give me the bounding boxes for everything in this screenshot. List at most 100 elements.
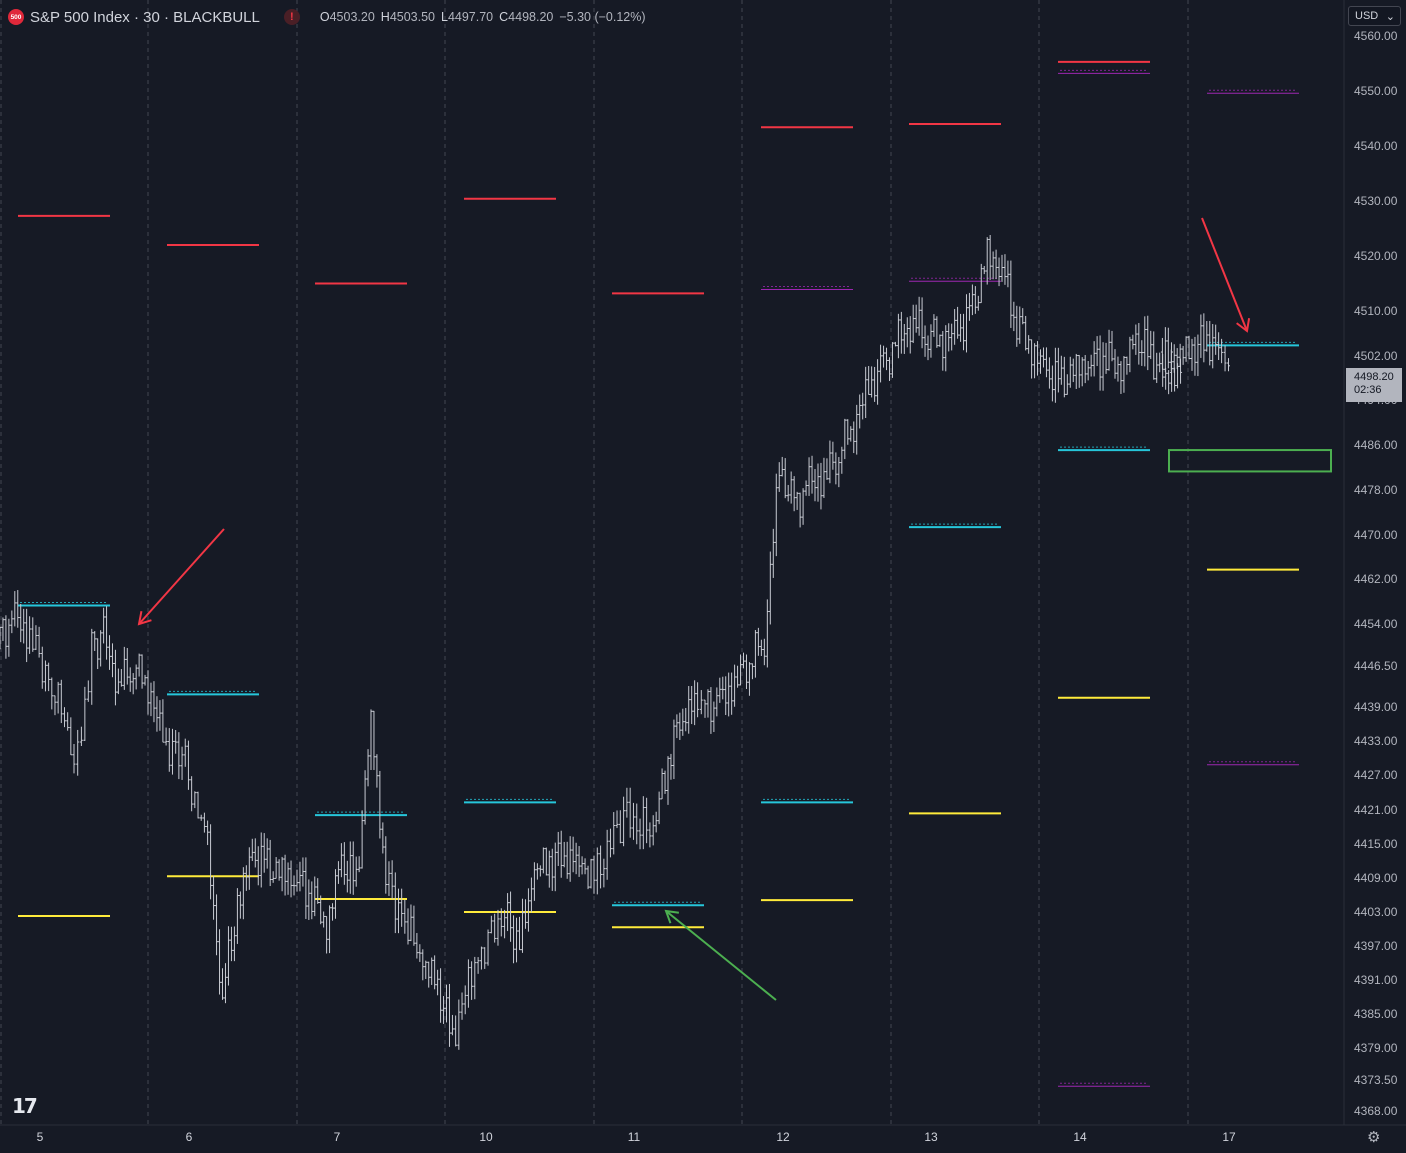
price-bar: [595, 847, 599, 895]
price-bar: [1172, 344, 1176, 373]
price-bar: [460, 992, 464, 1020]
price-bar: [295, 869, 299, 892]
close-value: 4498.20: [508, 10, 554, 24]
price-bar: [1044, 347, 1048, 378]
price-tick-label: 4427.00: [1354, 768, 1398, 782]
arrow-shaft: [665, 910, 777, 1001]
bullish-arrow: [664, 909, 777, 1001]
price-bar: [657, 791, 661, 825]
price-bar: [762, 638, 766, 666]
currency-button[interactable]: USD ⌄: [1348, 6, 1401, 26]
price-bar: [890, 342, 894, 378]
price-bar: [792, 476, 796, 512]
price-bar: [223, 963, 227, 1004]
price-bar: [855, 404, 859, 455]
price-bar: [28, 616, 32, 654]
price-bar: [911, 304, 915, 343]
price-bar: [1208, 320, 1212, 366]
price-bar: [718, 677, 722, 703]
price-bar: [1187, 335, 1191, 360]
price-bar: [967, 292, 971, 321]
price-bar: [1027, 335, 1031, 354]
price-bar: [466, 959, 470, 1008]
price-bar: [336, 861, 340, 884]
time-tick-label: 14: [1073, 1130, 1087, 1144]
price-bar: [1169, 349, 1173, 372]
price-bar: [1110, 330, 1114, 362]
price-bar: [759, 639, 763, 656]
gear-icon[interactable]: ⚙: [1367, 1129, 1381, 1146]
price-bar: [1214, 324, 1218, 355]
price-bar: [215, 894, 219, 956]
price-bar: [7, 618, 11, 657]
price-tick-label: 4368.00: [1354, 1104, 1398, 1118]
price-bar: [932, 314, 936, 337]
price-bar: [941, 331, 945, 371]
chevron-down-icon: ⌄: [1385, 10, 1395, 23]
time-tick-label: 7: [334, 1130, 341, 1144]
price-bar: [196, 791, 200, 819]
price-bar: [660, 768, 664, 800]
price-bar: [280, 856, 284, 892]
high-label: H: [380, 10, 390, 24]
price-bar: [1018, 306, 1022, 344]
bar-countdown: 02:36: [1354, 384, 1382, 396]
price-bar: [902, 324, 906, 354]
price-bar: [489, 915, 493, 934]
price-bar: [378, 770, 382, 839]
price-bar: [418, 944, 422, 962]
price-bar: [873, 366, 877, 402]
price-bar: [733, 664, 737, 707]
price-bar: [515, 917, 519, 963]
price-bar: [976, 295, 980, 311]
price-tick-label: 4421.00: [1354, 803, 1398, 817]
price-bar: [310, 881, 314, 920]
price-bar: [1184, 336, 1188, 362]
price-bar: [316, 878, 320, 904]
price-bar: [99, 630, 103, 667]
price-bar: [807, 457, 811, 496]
price-bar: [427, 961, 431, 988]
price-bar: [1181, 345, 1185, 365]
price-bar: [158, 700, 162, 731]
price-bar: [724, 676, 728, 716]
alert-icon[interactable]: !: [283, 9, 300, 25]
price-bar: [66, 712, 70, 731]
price-bar: [62, 707, 66, 728]
price-bar: [325, 915, 329, 954]
price-bar: [40, 646, 44, 689]
price-bar: [143, 674, 147, 686]
price-bar: [1098, 335, 1102, 391]
price-bar: [1220, 338, 1224, 364]
tradingview-logo-icon[interactable]: 17: [12, 1094, 38, 1118]
price-bar: [333, 869, 337, 919]
price-bar: [893, 341, 897, 347]
price-bar: [813, 469, 817, 502]
zone-box: [1168, 449, 1332, 473]
symbol-logo-icon[interactable]: 500: [8, 9, 24, 25]
price-bar: [1149, 330, 1153, 360]
price-bar: [599, 845, 603, 889]
price-bar: [712, 701, 716, 733]
price-bar: [744, 654, 748, 690]
price-bar: [917, 296, 921, 336]
price-bar: [783, 458, 787, 499]
symbol-title[interactable]: S&P 500 Index · 30 · BLACKBULL: [30, 8, 260, 26]
price-bar: [690, 685, 694, 725]
price-bar: [979, 263, 983, 304]
price-bar: [899, 311, 903, 354]
price-bar: [421, 949, 425, 981]
price-bar: [0, 626, 2, 650]
price-bar: [709, 687, 713, 734]
price-bar: [433, 955, 437, 990]
price-bar: [583, 858, 587, 875]
bearish-arrow: [137, 528, 225, 626]
price-bar: [580, 856, 584, 875]
price-bar: [885, 347, 889, 371]
price-bar: [59, 679, 63, 724]
price-bar: [518, 916, 521, 951]
price-tick-label: 4510.00: [1354, 304, 1398, 318]
price-bar: [681, 708, 685, 736]
time-axis: 5 6 7 10 11 12 13 14 17: [37, 1130, 1236, 1144]
